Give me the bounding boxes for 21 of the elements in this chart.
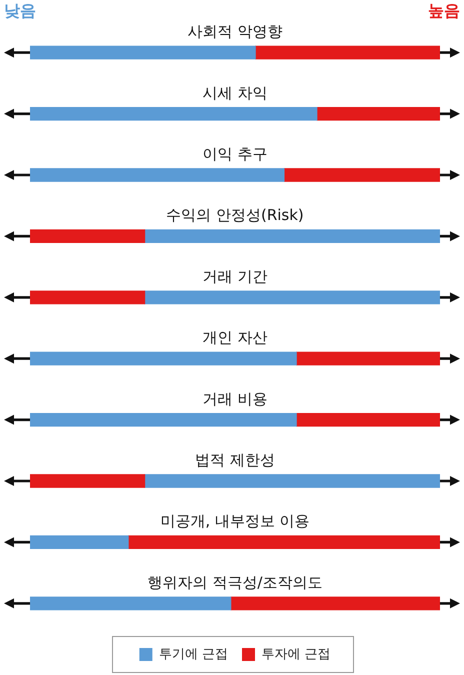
y-tick-label: 미공개, 내부정보 이용 — [160, 512, 310, 530]
y-tick-label: 개인 자산 — [202, 328, 268, 347]
bar — [30, 290, 146, 304]
bar — [30, 474, 146, 488]
annotation: 낮음 — [4, 1, 36, 20]
y-tick-label: 수익의 안정성(Risk) — [166, 206, 304, 224]
bar — [296, 352, 440, 366]
y-tick-label: 법적 제한성 — [195, 451, 275, 469]
legend-label: 투기에 근접 — [158, 646, 228, 662]
bar — [30, 229, 146, 244]
legend-label: 투자에 근접 — [262, 646, 331, 662]
bar — [296, 412, 440, 427]
y-tick-label: 시세 차익 — [202, 84, 268, 102]
y-tick-label: 이익 추구 — [202, 145, 268, 163]
y-tick-label: 행위자의 적극성/조작의도 — [148, 573, 322, 592]
bar — [316, 106, 440, 121]
y-tick-label: 거래 기간 — [202, 267, 268, 286]
y-tick-label: 사회적 악영향 — [188, 22, 282, 41]
annotation: 높음 — [428, 1, 460, 20]
y-tick-label: 거래 비용 — [202, 390, 268, 408]
bar — [30, 535, 129, 550]
